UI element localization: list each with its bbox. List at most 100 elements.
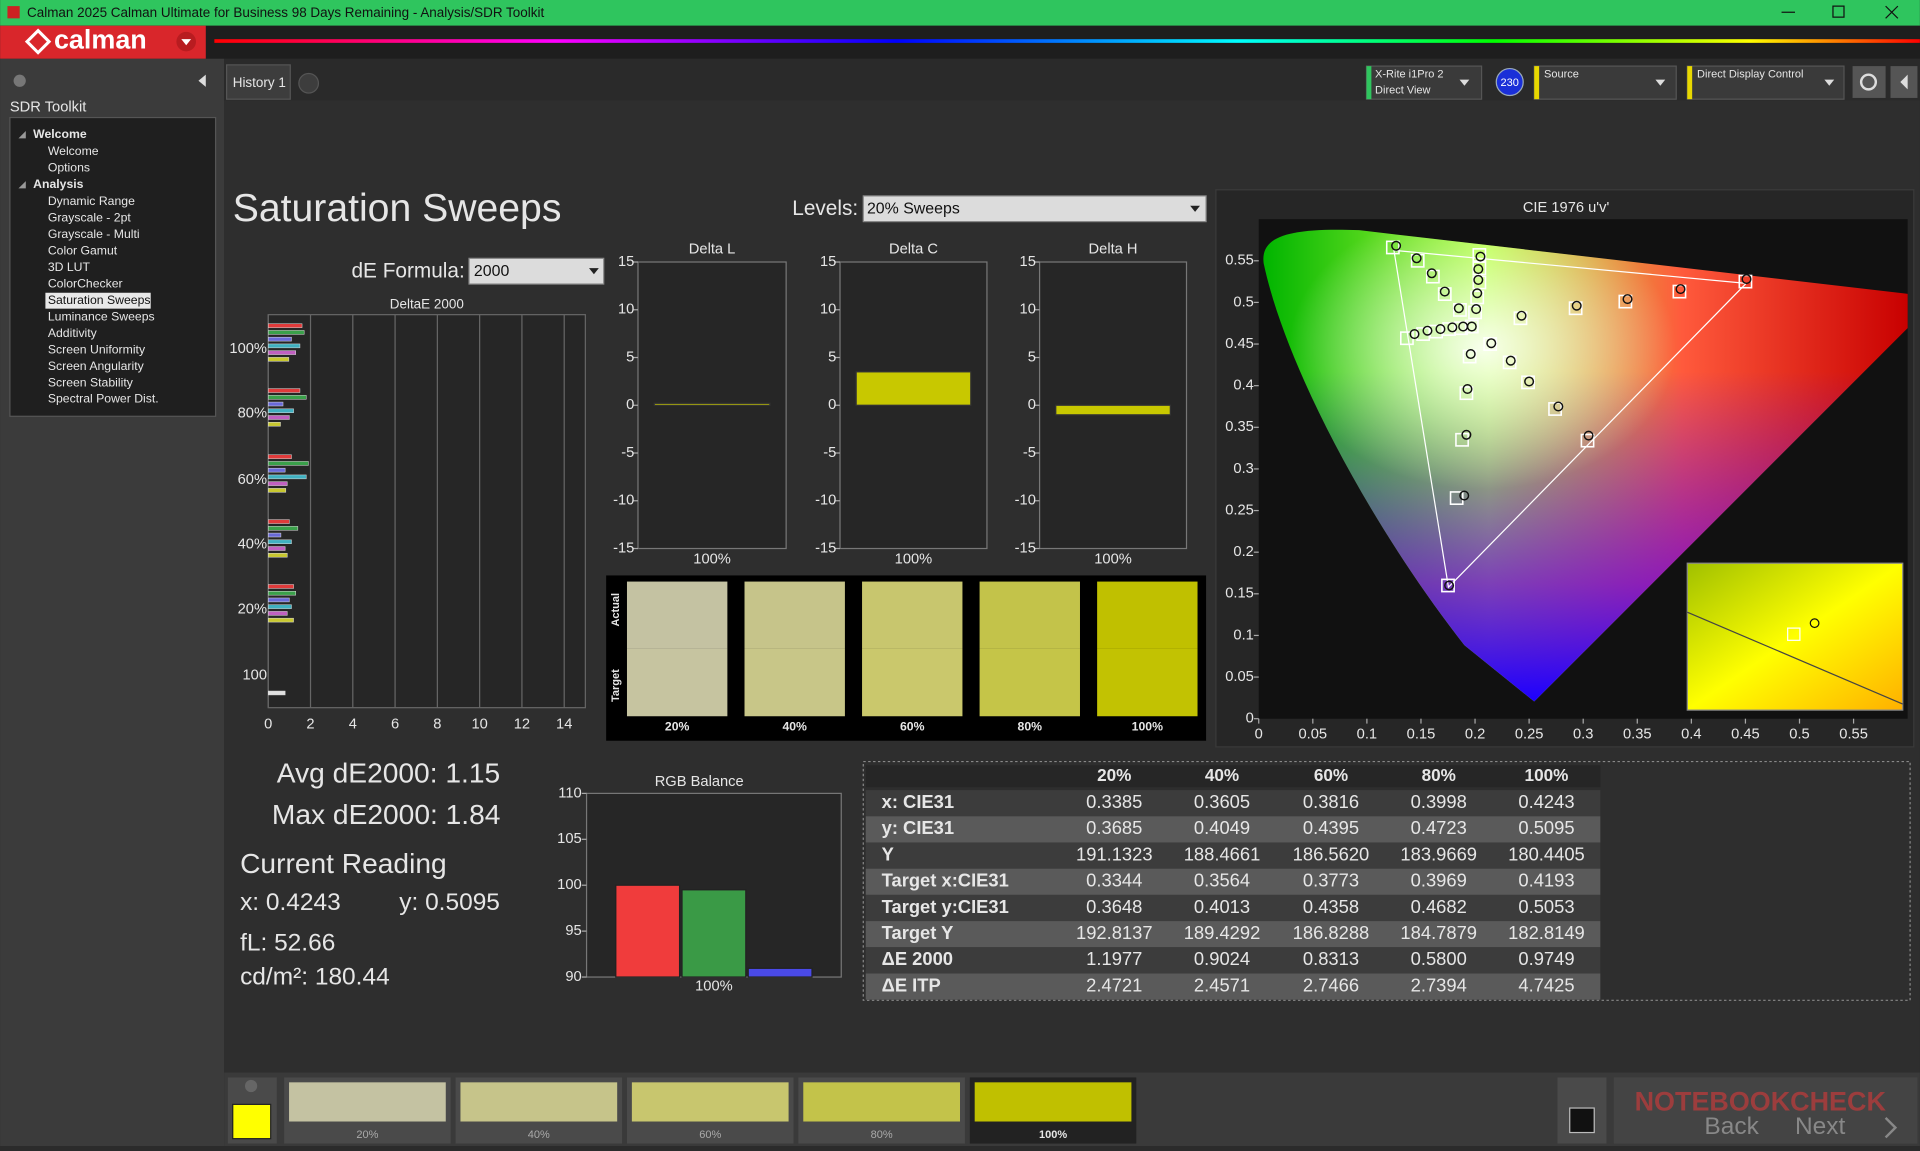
bar [267,330,305,335]
target-point [1580,433,1595,448]
sidebar-pin[interactable] [13,74,26,87]
meter-mode: Direct View [1375,85,1430,97]
table-header-bg [865,765,1601,788]
tab[interactable] [225,64,291,100]
y-tick-label: 0 [828,397,836,413]
zoom-gamut-edge [1687,611,1903,705]
swatch-actual [1097,581,1198,649]
tree-group: Analysis [33,177,84,191]
reading-y: y: 0.5095 [399,889,500,916]
y-tick-label: 0.05 [1225,669,1254,685]
table-cell: 182.8149 [1508,922,1585,943]
chart-title: Delta C [889,242,938,258]
table-cell: 0.4682 [1411,896,1467,917]
tree-expander[interactable] [18,181,26,189]
table-cell: 0.3648 [1086,896,1142,917]
source-box[interactable] [1533,65,1677,100]
table-cell: 0.4013 [1194,896,1250,917]
measured-point [1675,284,1686,295]
y-tick-label: 5 [626,349,634,365]
chart-title: Delta H [1089,242,1138,258]
row-label: x: CIE31 [882,791,954,812]
settings-button[interactable] [1852,66,1886,98]
swatch-label: 20% [665,720,690,734]
restore-button[interactable] [1832,5,1845,18]
bar [267,590,296,596]
reading-x: x: 0.4243 [240,889,341,916]
measured-point [1571,300,1582,311]
close-button[interactable] [1885,5,1899,19]
display-box[interactable] [1686,65,1845,100]
bar [747,967,813,978]
title-bar [0,0,1920,26]
dropdown-arrow [1824,79,1835,86]
display-accent [1687,66,1693,100]
target-point [1425,269,1440,284]
bar [681,889,747,978]
chart-title: DeltaE 2000 [390,296,464,311]
table-cell: 0.3816 [1303,791,1359,812]
y-tick-label: -5 [823,445,836,461]
tree-item: Saturation Sweeps [48,293,151,307]
y-tick-label: 0.5 [1233,294,1253,310]
y-tick-label: 0.45 [1225,336,1254,352]
measured-point [1453,303,1464,314]
table-cell: 0.3773 [1303,870,1359,891]
measured-point [1458,321,1469,332]
y-tick-label: 0.4 [1233,378,1253,394]
y-tick-label: -15 [815,540,836,556]
measured-point [1465,349,1476,360]
swatch-target [862,648,963,717]
zoom-target [1787,627,1801,641]
tree-panel [9,116,217,417]
y-tick-label: 15 [618,254,634,270]
sidebar-collapse[interactable] [198,74,206,87]
tree-expander[interactable] [18,131,26,139]
bar [267,546,286,551]
stop-button[interactable] [1569,1107,1595,1134]
spectral-locus [1263,229,1908,702]
strip-label: 60% [699,1129,721,1141]
tree-item: Color Gamut [48,244,118,258]
measured-point [1473,264,1484,275]
measured-point [1435,324,1446,335]
add-tab[interactable] [298,72,320,94]
meter-badge[interactable] [1495,67,1524,97]
table-cell: 0.9749 [1518,948,1574,969]
y-tick-label: 0 [626,397,634,413]
y-tick-label: 10 [618,302,634,318]
measured-point [1471,304,1482,315]
y-tick-label: 5 [1028,349,1036,365]
table-cell: 0.3564 [1194,870,1250,891]
chart-title: CIE 1976 u'v' [1523,200,1610,216]
measured-point [1426,268,1437,279]
x-tick-label: 2 [306,717,314,733]
x-tick-label: 0 [264,717,272,733]
row-label: ΔE ITP [882,974,941,995]
back-button[interactable]: Back [1704,1113,1759,1140]
measured-point [1391,240,1402,251]
reading-fl: fL: 52.66 [240,929,335,956]
meter-badge-label: 230 [1501,77,1519,89]
logo-area[interactable] [0,25,206,59]
bar [267,408,294,413]
swatch-actual [626,581,728,649]
table-cell: 189.4292 [1184,922,1261,943]
swatch-actual [979,581,1080,649]
bar [267,584,294,589]
bar [267,422,281,427]
next-button[interactable]: Next [1795,1113,1846,1140]
bar [267,617,294,623]
x-tick-label: 0.15 [1407,726,1436,742]
formula-dropdown[interactable] [468,257,605,285]
table-row [865,973,1601,1000]
levels-value: 20% Sweeps [867,201,960,218]
levels-dropdown[interactable] [862,195,1207,223]
strip-label: 40% [528,1129,550,1141]
bar [267,519,290,524]
table-row [865,842,1601,869]
scroll-up[interactable] [244,1079,258,1093]
strip-swatch [289,1082,446,1122]
y-tick-label: 40% [238,537,267,553]
logo-text: calman [54,25,147,55]
